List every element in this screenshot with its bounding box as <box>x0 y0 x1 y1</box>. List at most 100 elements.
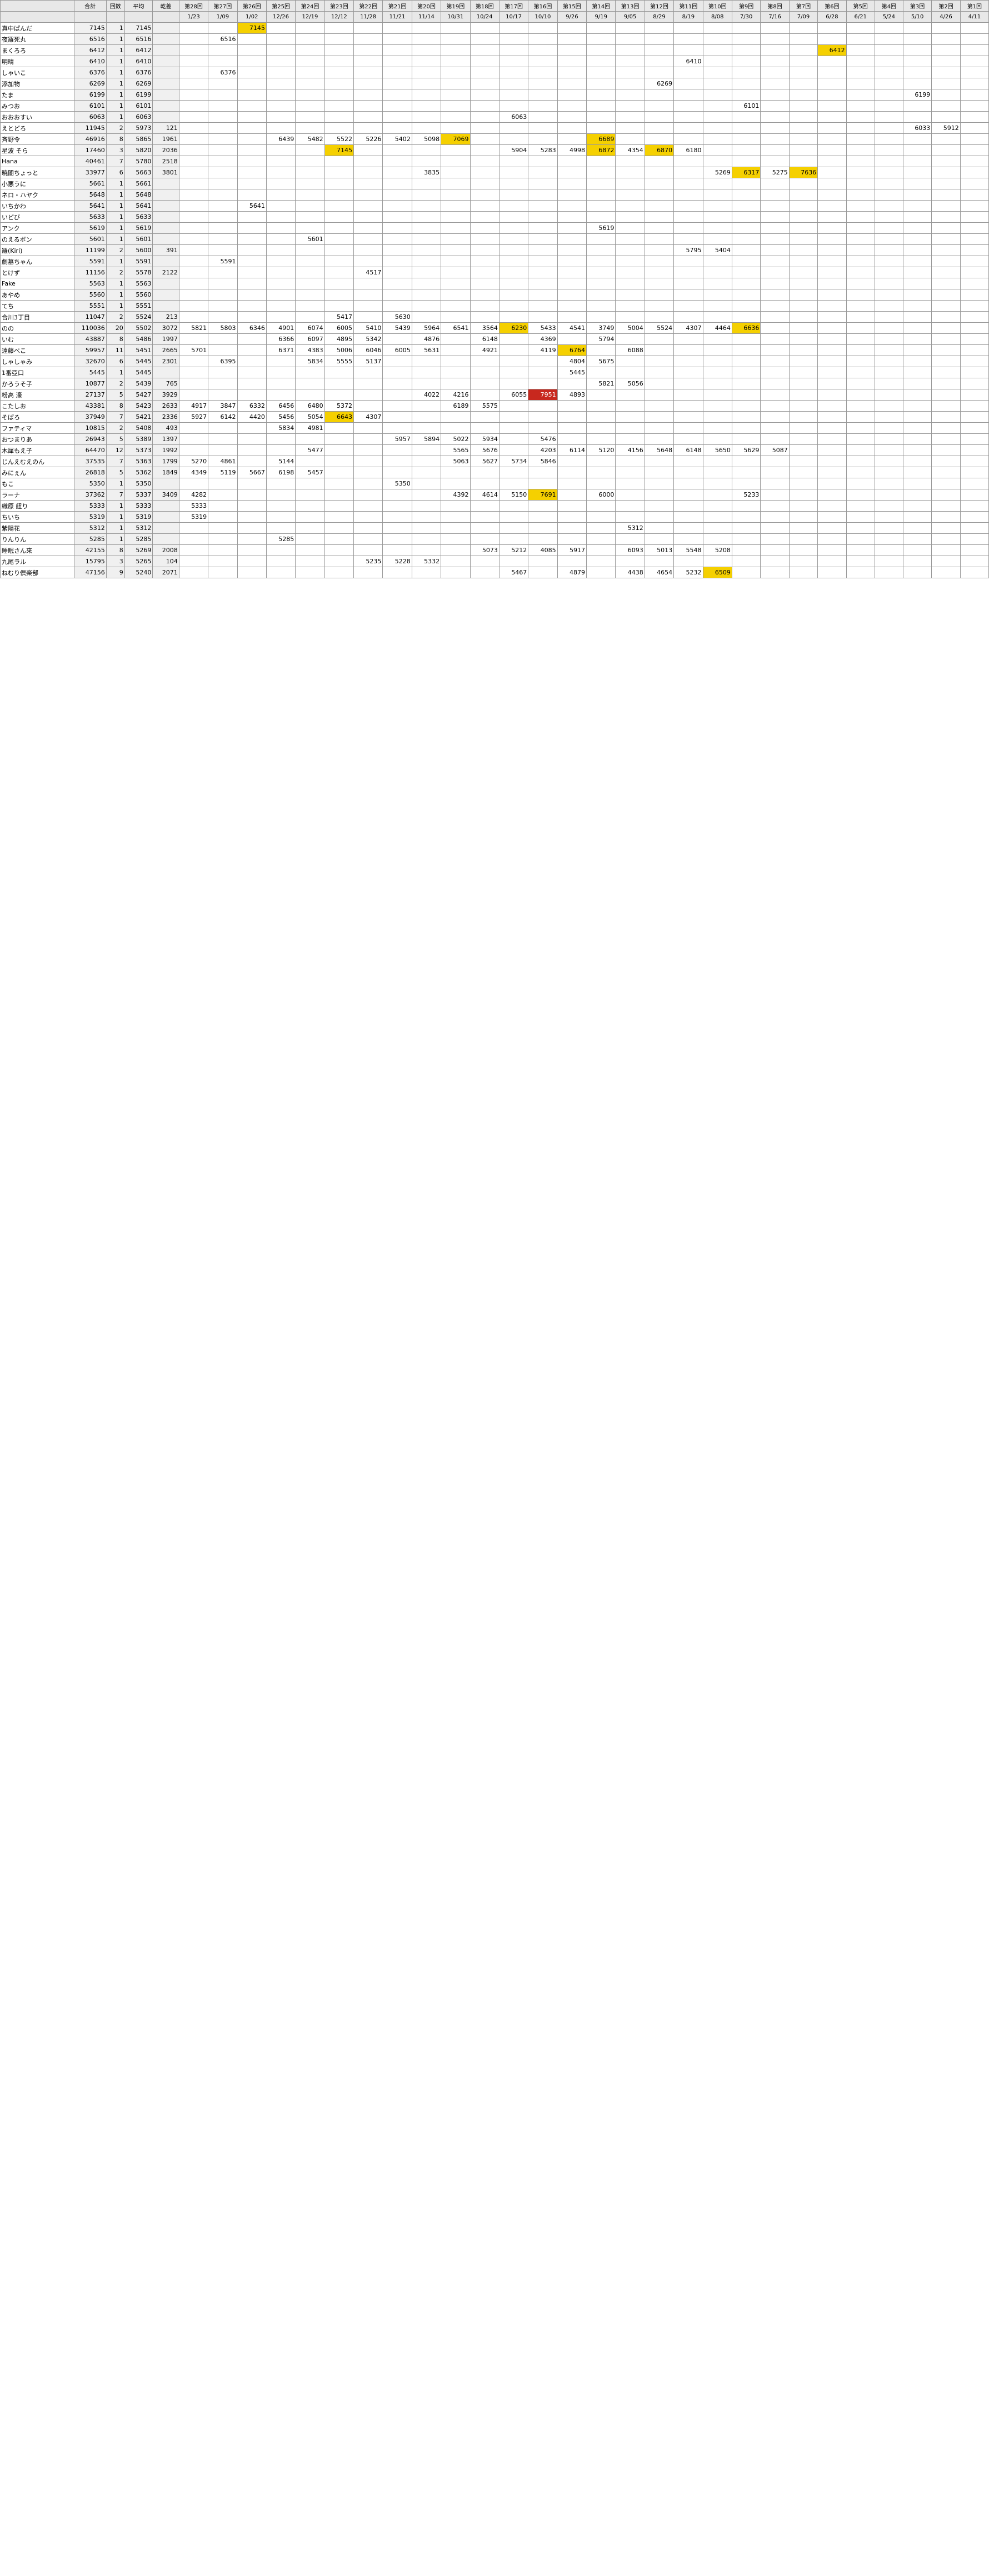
cell <box>702 467 732 478</box>
cell <box>498 100 529 112</box>
cell <box>295 478 325 489</box>
cell <box>586 311 616 323</box>
cell: 6516 <box>208 33 238 45</box>
cell <box>931 422 961 434</box>
row: 添加物 6269 1 6269 6269 <box>0 78 989 89</box>
cell <box>237 56 267 67</box>
cell <box>673 289 703 301</box>
cell <box>498 156 529 167</box>
cell <box>673 89 703 101</box>
cell: 4654 <box>644 567 675 578</box>
cell <box>178 367 209 378</box>
cell <box>931 278 961 289</box>
cell <box>874 278 903 289</box>
cell <box>411 300 442 312</box>
cell: 4981 <box>295 422 325 434</box>
cell <box>788 367 818 378</box>
cell <box>673 411 703 423</box>
cell: 6412 <box>124 44 153 56</box>
cell: 5641 <box>73 200 107 212</box>
cell <box>673 100 703 112</box>
cell <box>208 344 238 356</box>
cell <box>788 89 818 101</box>
cell <box>731 33 761 45</box>
cell <box>673 456 703 467</box>
cell <box>295 378 325 389</box>
cell <box>295 111 325 123</box>
cell <box>874 100 903 112</box>
cell <box>498 478 529 489</box>
cell <box>295 89 325 101</box>
cell <box>731 89 761 101</box>
cell <box>469 133 500 145</box>
cell: 5904 <box>498 144 529 156</box>
cell <box>266 122 296 134</box>
cell: 5912 <box>931 122 961 134</box>
cell <box>266 156 296 167</box>
cell <box>528 122 558 134</box>
cell <box>178 267 209 278</box>
cell <box>237 344 267 356</box>
cell: 6410 <box>673 56 703 67</box>
cell <box>237 44 267 56</box>
cell: 6142 <box>208 411 238 423</box>
cell <box>557 167 587 178</box>
cell: 5648 <box>73 189 107 201</box>
cell <box>498 78 529 89</box>
cell: 5701 <box>178 344 209 356</box>
cell <box>237 311 267 323</box>
cell: 4307 <box>353 411 383 423</box>
cell <box>586 89 616 101</box>
cell: 5285 <box>73 533 107 545</box>
cell <box>237 556 267 567</box>
cell <box>586 22 616 34</box>
cell <box>702 100 732 112</box>
cell <box>498 89 529 101</box>
cell: 2008 <box>152 544 179 556</box>
cell <box>931 544 961 556</box>
cell <box>528 67 558 78</box>
cell <box>208 489 238 501</box>
cell <box>441 78 471 89</box>
cell <box>382 100 412 112</box>
cell: 5894 <box>411 433 442 445</box>
cell <box>760 178 790 189</box>
date-header: 5/24 <box>874 11 903 23</box>
cell <box>902 278 932 289</box>
cell <box>902 333 932 345</box>
cell <box>237 367 267 378</box>
cell <box>152 111 179 123</box>
cell <box>208 100 238 112</box>
cell <box>788 322 818 334</box>
cell <box>266 44 296 56</box>
cell <box>788 556 818 567</box>
cell: 3 <box>106 556 125 567</box>
cell <box>266 89 296 101</box>
column-header: 第14回 <box>586 0 616 12</box>
cell <box>266 22 296 34</box>
cell <box>237 189 267 201</box>
date-header: 10/31 <box>441 11 471 23</box>
cell <box>469 533 500 545</box>
cell: 6000 <box>586 489 616 501</box>
cell <box>644 133 675 145</box>
cell: 5524 <box>644 322 675 334</box>
cell <box>960 511 989 523</box>
cell <box>208 144 238 156</box>
cell <box>702 456 732 467</box>
cell: 4614 <box>469 489 500 501</box>
cell: 5312 <box>124 522 153 534</box>
cell: 5389 <box>124 433 153 445</box>
cell: 4307 <box>673 322 703 334</box>
cell: 26943 <box>73 433 107 445</box>
cell <box>644 333 675 345</box>
cell <box>874 267 903 278</box>
cell: 6199 <box>73 89 107 101</box>
date-header: 4/26 <box>931 11 961 23</box>
cell <box>731 267 761 278</box>
spreadsheet: 合計 回数 平均 乾差 第28回 第27回 第26回 第25回 第24回 第23回 第22回 第21回… <box>0 0 989 578</box>
cell <box>441 233 471 245</box>
cell <box>960 311 989 323</box>
cell <box>237 167 267 178</box>
cell <box>528 522 558 534</box>
